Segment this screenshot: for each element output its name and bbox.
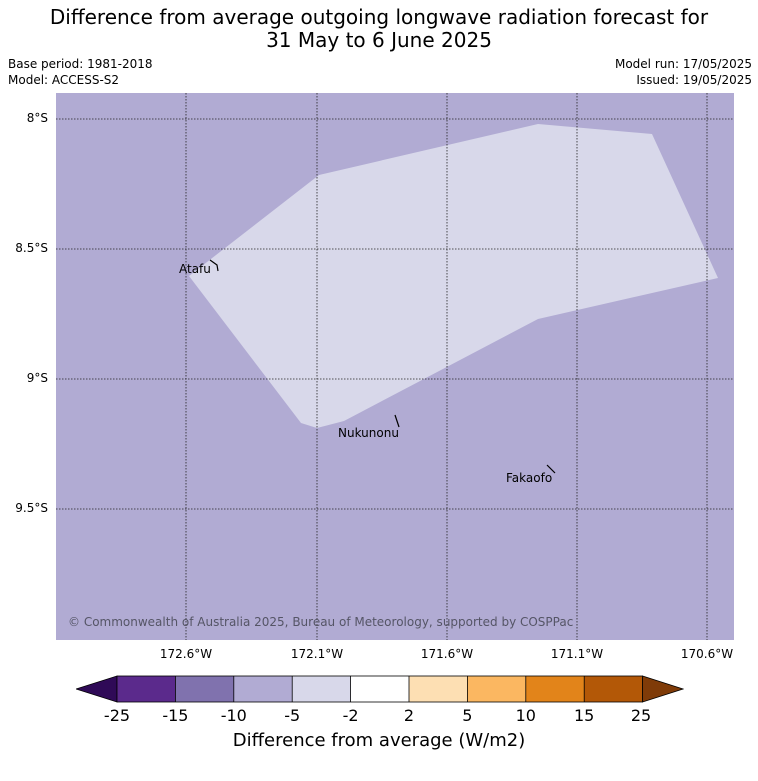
- colorbar-tick: -15: [162, 706, 189, 725]
- colorbar-seg-7: [467, 676, 526, 702]
- lat-label-9-5s: 9.5°S: [15, 501, 48, 515]
- colorbar-tick: 15: [574, 706, 595, 725]
- atafu-marker: [209, 259, 219, 272]
- fakaofo-marker: [546, 464, 556, 474]
- colorbar-seg-2: [175, 676, 234, 702]
- meta-right: Model run: 17/05/2025 Issued: 19/05/2025: [615, 56, 752, 88]
- colorbar-tick: -10: [220, 706, 247, 725]
- colorbar: [74, 674, 685, 704]
- lon-label-171-6w: 171.6°W: [420, 647, 474, 661]
- colorbar-seg-8: [525, 676, 585, 702]
- chart-title-line2: 31 May to 6 June 2025: [266, 28, 492, 52]
- lon-label-171-1w: 171.1°W: [550, 647, 604, 661]
- lon-label-170-6w: 170.6°W: [680, 647, 734, 661]
- meta-left: Base period: 1981-2018 Model: ACCESS-S2: [8, 56, 153, 88]
- copyright-text: © Commonwealth of Australia 2025, Bureau…: [68, 615, 573, 629]
- lon-label-172-1w: 172.1°W: [290, 647, 344, 661]
- colorbar-tick: 10: [515, 706, 536, 725]
- colorbar-tick: -5: [284, 706, 301, 725]
- place-fakaofo: Fakaofo: [506, 471, 552, 485]
- colorbar-label: Difference from average (W/m2): [232, 730, 526, 751]
- colorbar-tick: 2: [403, 706, 415, 725]
- colorbar-tick: 5: [462, 706, 473, 725]
- island-markers: [209, 259, 556, 474]
- colorbar-arrow-low: [74, 675, 118, 703]
- gridlines: [56, 93, 734, 640]
- colorbar-seg-9: [584, 676, 643, 702]
- colorbar-outline: [116, 675, 643, 703]
- colorbar-seg-1: [117, 676, 176, 702]
- base-period: Base period: 1981-2018: [8, 57, 153, 71]
- map-svg: Atafu Nukunonu Fakaofo © Commonwealth of…: [56, 93, 734, 640]
- colorbar-seg-6: [409, 676, 468, 702]
- nukunonu-marker: [394, 414, 400, 428]
- lat-label-9s: 9°S: [26, 371, 48, 385]
- anomaly-region: [189, 124, 718, 428]
- colorbar-svg: [74, 675, 685, 703]
- map-panel: Atafu Nukunonu Fakaofo © Commonwealth of…: [56, 93, 734, 640]
- place-nukunonu: Nukunonu: [338, 426, 399, 440]
- colorbar-dividers: [175, 676, 585, 702]
- lat-label-8-5s: 8.5°S: [15, 241, 48, 255]
- colorbar-tick: -25: [103, 706, 131, 725]
- colorbar-seg-4: [292, 676, 351, 702]
- colorbar-arrow-high: [642, 675, 685, 703]
- colorbar-seg-5: [350, 676, 409, 702]
- place-atafu: Atafu: [179, 262, 211, 276]
- colorbar-tick: 25: [630, 706, 652, 725]
- issued-date: Issued: 19/05/2025: [636, 73, 752, 87]
- model-name: Model: ACCESS-S2: [8, 73, 120, 87]
- colorbar-tick: -2: [342, 706, 359, 725]
- chart-title-line1: Difference from average outgoing longwav…: [49, 5, 709, 29]
- lat-label-8s: 8°S: [26, 111, 48, 125]
- colorbar-seg-3: [233, 676, 293, 702]
- lon-label-172-6w: 172.6°W: [159, 647, 213, 661]
- model-run: Model run: 17/05/2025: [614, 57, 752, 71]
